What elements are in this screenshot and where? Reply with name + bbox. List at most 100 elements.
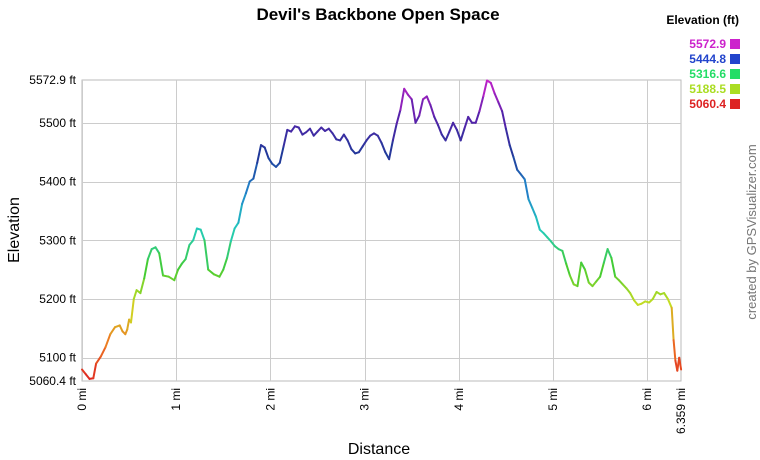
elevation-segment	[391, 123, 398, 142]
elevation-segment	[452, 121, 458, 131]
elevation-segment	[180, 258, 187, 265]
legend-swatch	[730, 84, 740, 94]
elevation-segment	[226, 240, 232, 259]
legend-swatch	[730, 39, 740, 49]
elevation-segment	[188, 239, 195, 246]
elevation-segment	[132, 289, 138, 300]
elevation-segment	[629, 292, 635, 302]
elevation-segment	[361, 139, 368, 148]
x-axis-ticks: 0 mi 1 mi 2 mi 3 mi 4 mi 5 mi 6 mi 6.359 mi	[75, 388, 688, 434]
elevation-segment	[501, 110, 507, 130]
y-tick-label: 5400 ft	[39, 175, 76, 189]
legend-swatch	[730, 69, 740, 79]
legend-title: Elevation (ft)	[666, 13, 739, 27]
elevation-segment	[610, 256, 617, 278]
elevation-segment	[584, 268, 590, 284]
elevation-segment	[576, 261, 583, 288]
elevation-segment	[602, 248, 609, 264]
elevation-segment	[173, 268, 180, 282]
elevation-segment	[444, 130, 451, 142]
elevation-segment	[158, 252, 164, 277]
elevation-segment	[143, 258, 149, 280]
x-tick-label: 5 mi	[546, 388, 560, 411]
elevation-segment	[678, 356, 683, 371]
elevation-segment	[433, 115, 440, 127]
elevation-segment	[339, 133, 345, 142]
elevation-segment	[167, 275, 176, 282]
elevation-segment	[595, 275, 602, 283]
elevation-segment	[192, 227, 198, 242]
elevation-segment	[606, 248, 613, 259]
x-tick-label: 2 mi	[263, 388, 277, 411]
elevation-segment	[463, 115, 470, 130]
x-tick-label: 0 mi	[75, 388, 89, 411]
elevation-segment	[414, 114, 421, 124]
chart-title: Devil's Backbone Open Space	[256, 5, 499, 24]
elevation-segment	[290, 125, 296, 133]
plot-frame	[81, 79, 682, 382]
elevation-segment	[666, 298, 673, 309]
elevation-segment	[331, 132, 338, 141]
legend-label: 5572.9	[689, 37, 726, 51]
legend-swatch	[730, 99, 740, 109]
elevation-segment	[218, 268, 225, 278]
elevation-segment	[523, 178, 530, 201]
elevation-segment	[535, 215, 541, 231]
elevation-segment	[599, 261, 605, 278]
elevation-segment	[516, 168, 522, 176]
y-tick-label: 5572.9 ft	[29, 73, 76, 87]
elevation-segment	[278, 145, 285, 164]
legend-swatch	[730, 54, 740, 64]
elevation-segment	[388, 139, 394, 161]
elevation-segment	[493, 92, 500, 104]
elevation-segment	[118, 324, 124, 333]
legend-label: 5316.6	[689, 67, 726, 81]
elevation-segment	[233, 221, 240, 230]
elevation-segment	[282, 128, 289, 148]
elevation-segment	[663, 292, 669, 300]
elevation-segment	[212, 273, 221, 278]
x-tick-label: 6.359 mi	[674, 388, 688, 434]
legend: Elevation (ft) 5572.95444.85316.65188.55…	[666, 13, 740, 111]
legend-label: 5188.5	[689, 82, 726, 96]
elevation-segment	[437, 124, 443, 136]
elevation-segment	[550, 240, 556, 248]
elevation-segment	[199, 228, 206, 242]
elevation-segment	[568, 274, 575, 286]
elevation-segment	[406, 93, 413, 101]
y-tick-label: 5300 ft	[39, 233, 76, 247]
elevation-segment	[95, 355, 102, 365]
elevation-segment	[561, 249, 568, 265]
elevation-segment	[425, 95, 432, 107]
elevation-segment	[346, 139, 353, 151]
elevation-segment	[591, 280, 598, 288]
elevation-segment	[327, 127, 334, 135]
elevation-segment	[357, 145, 364, 154]
x-tick-label: 4 mi	[452, 388, 466, 411]
elevation-segment	[448, 121, 455, 133]
elevation-segment	[252, 161, 259, 180]
elevation-segment	[154, 246, 161, 255]
x-tick-label: 1 mi	[169, 388, 183, 411]
y-tick-label: 5060.4 ft	[29, 374, 76, 388]
elevation-segment	[651, 291, 658, 300]
elevation-segment	[92, 362, 98, 380]
elevation-segment	[99, 346, 107, 358]
elevation-segment	[380, 141, 387, 154]
y-axis-title: Elevation	[6, 197, 23, 263]
elevation-segment	[263, 146, 270, 160]
elevation-segment	[203, 239, 210, 271]
elevation-segment	[229, 227, 236, 243]
elevation-segment	[531, 207, 537, 218]
credit-text: created by GPSVisualizer.com	[744, 144, 759, 319]
elevation-segment	[244, 180, 251, 195]
elevation-segment	[497, 101, 504, 113]
elevation-segment	[459, 127, 466, 142]
elevation-segment	[237, 202, 244, 224]
elevation-segment	[467, 115, 473, 124]
elevation-segment	[376, 134, 383, 144]
elevation-segment	[177, 262, 183, 271]
elevation-segment	[81, 368, 87, 376]
elevation-segment	[580, 261, 586, 271]
